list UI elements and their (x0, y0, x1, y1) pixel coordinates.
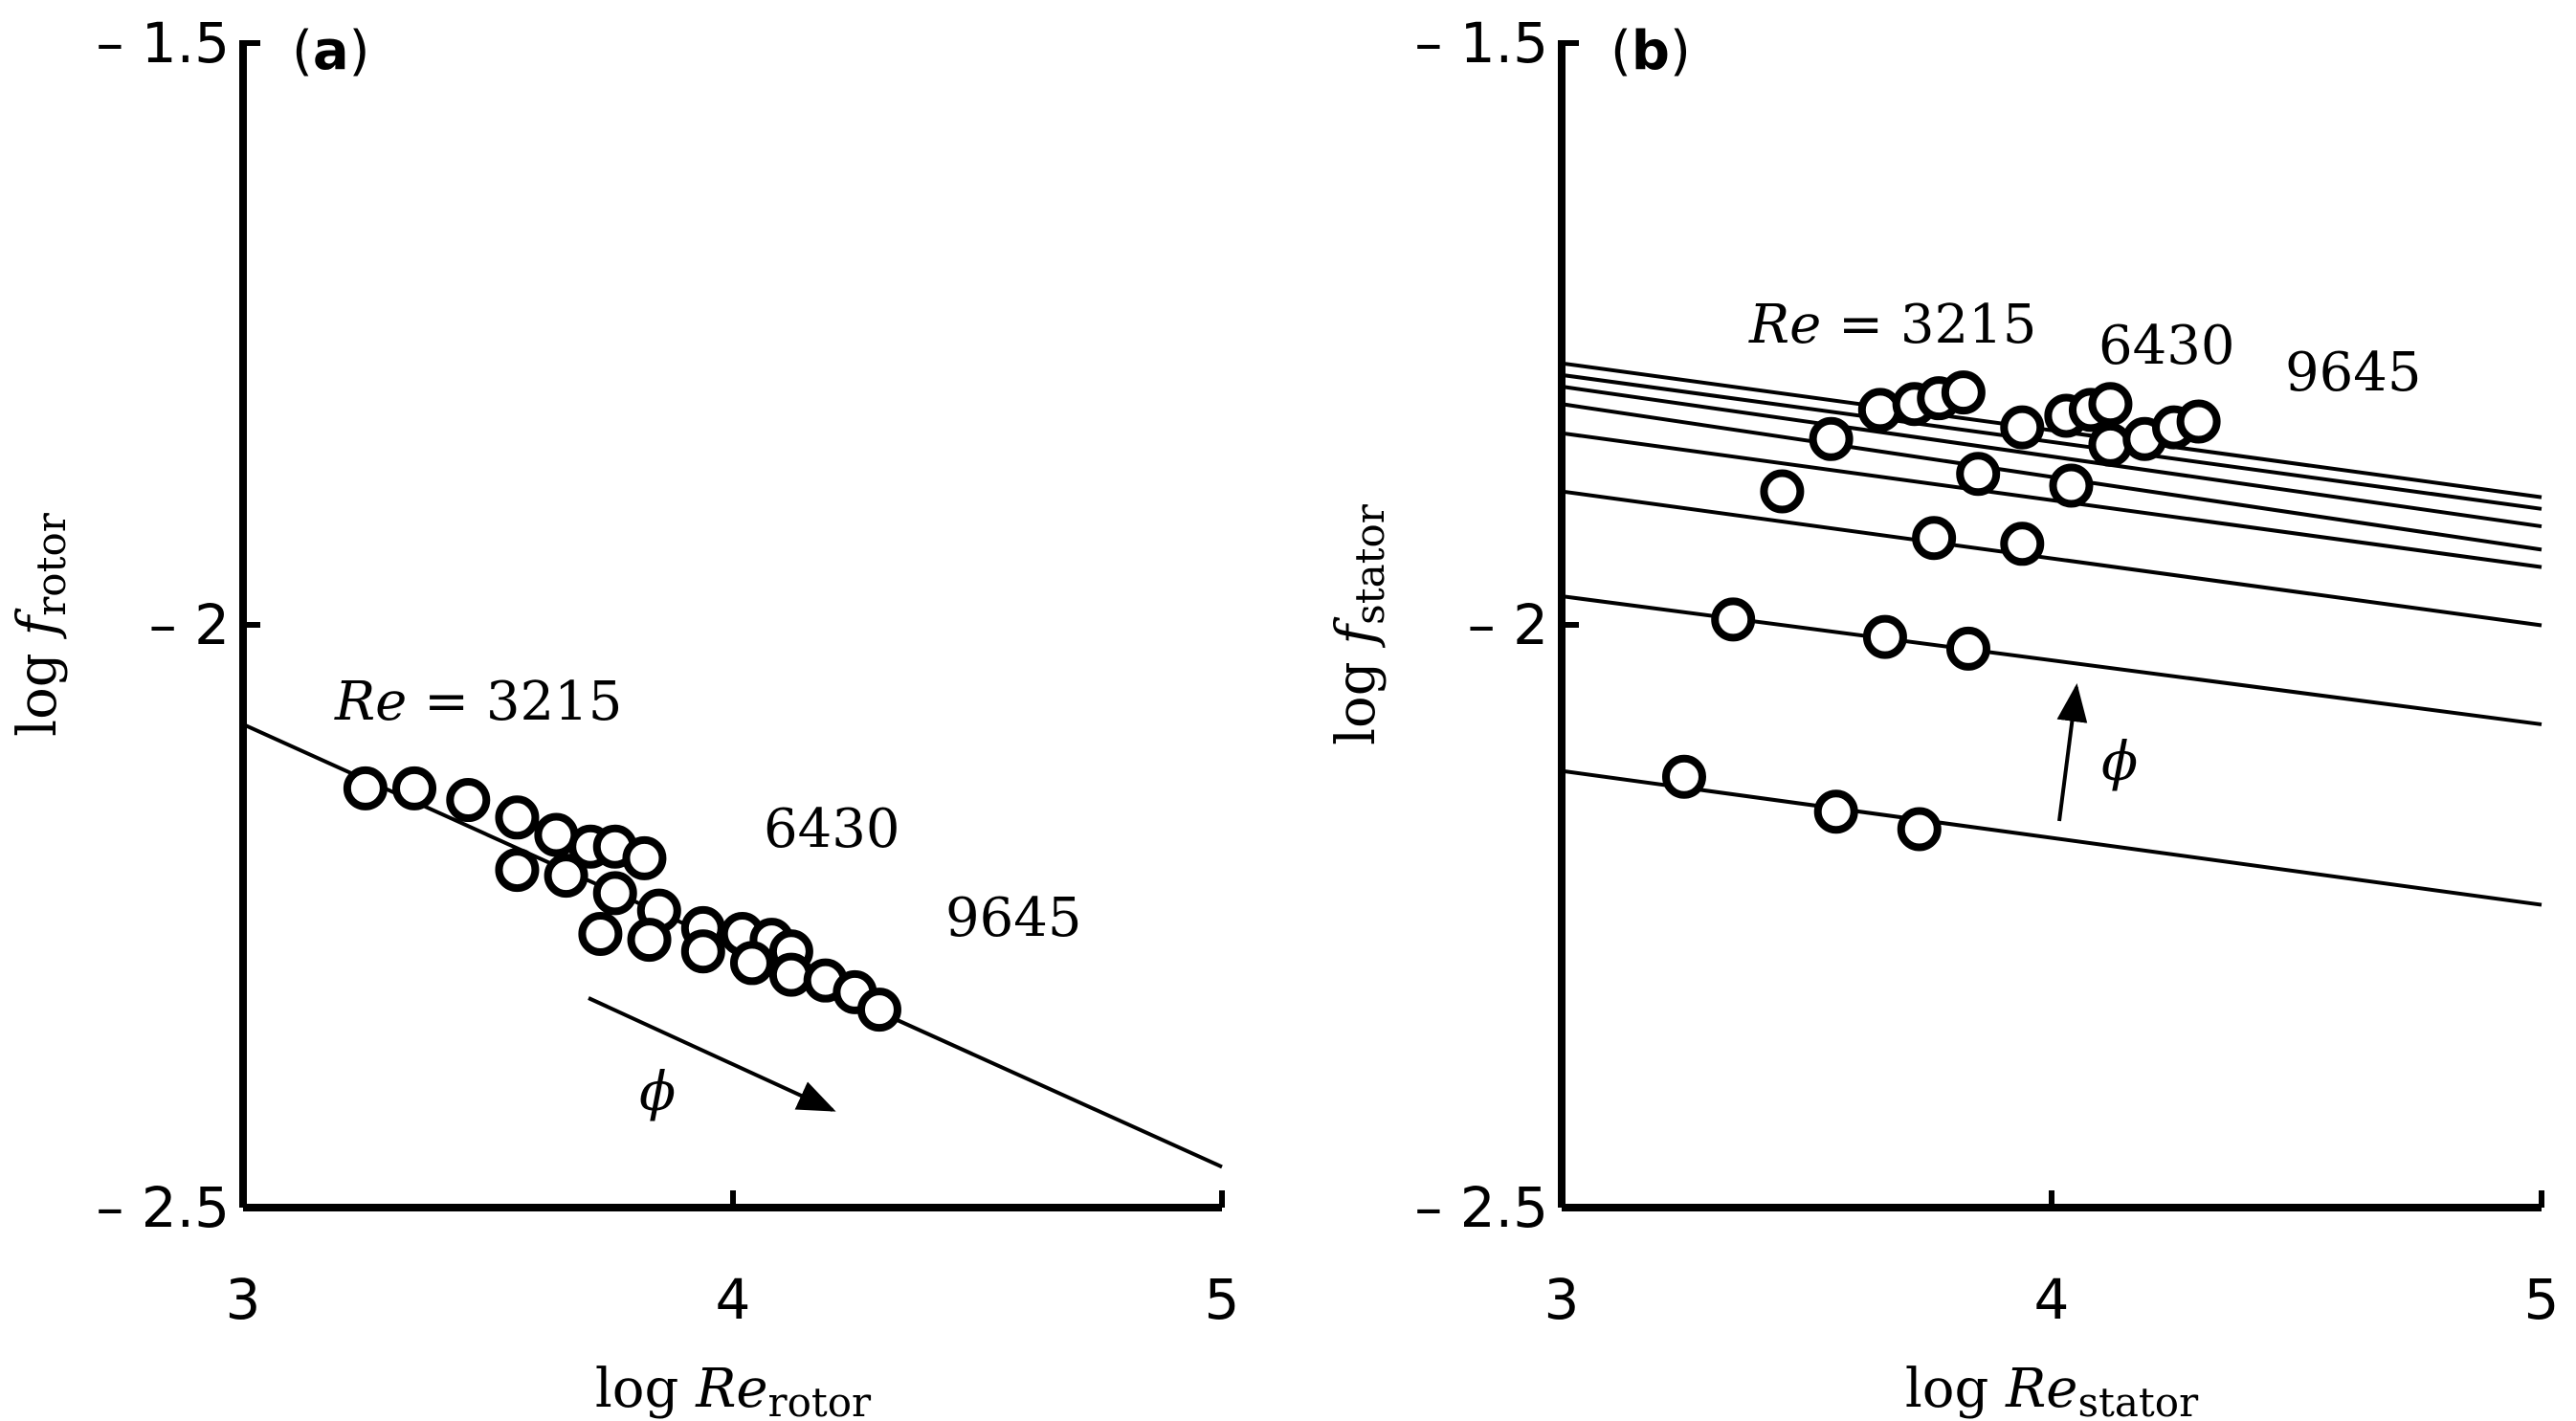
panel-a-point-s3-1 (578, 912, 623, 957)
panel-b-fit-line-8 (1561, 768, 2543, 907)
panel-b-point-s1-1 (1662, 754, 1706, 799)
panel-b-point-s1-5 (1857, 388, 1902, 433)
panel-b: – 1.5 – 2 – 2.5 3 4 5 (b) log Restator l… (1325, 11, 2559, 1421)
panel-a-point-s3-4 (729, 941, 774, 986)
panel-a-xtick-label-4: 4 (716, 1267, 751, 1332)
panel-b-point-s2-5 (2000, 405, 2045, 450)
panel-b-point-s3-3 (2000, 522, 2045, 566)
panel-a-point-s1-8 (622, 835, 667, 880)
panel-b-fit-line-2 (1561, 372, 2543, 511)
panel-a: – 1.5 – 2 – 2.5 3 4 5 (a) log Rerotor lo… (7, 11, 1239, 1421)
panel-b-phi-arrow (2056, 683, 2088, 822)
panel-b-phi-label: ϕ (2101, 731, 2138, 793)
panel-b-xtick-label-4: 4 (2034, 1267, 2070, 1332)
panel-a-point-s2-3 (592, 871, 637, 916)
panel-b-point-s2-8 (2088, 382, 2133, 427)
panel-a-xlabel: log Rerotor (595, 1358, 872, 1421)
panel-b-xtick-label-5: 5 (2524, 1267, 2560, 1332)
panel-b-point-s1-3 (1760, 469, 1805, 514)
panel-a-point-s2-1 (495, 848, 540, 893)
panel-b-point-s3-8 (2176, 399, 2221, 444)
panel-b-fit-line-7 (1561, 594, 2543, 726)
panel-a-label: (a) (292, 20, 370, 82)
panel-a-ylabel: log frotor (7, 512, 75, 737)
panel-a-point-s1-1 (343, 766, 388, 810)
panel-b-point-s1-8 (1941, 370, 1986, 415)
panel-a-ytick-label-top: – 1.5 (96, 11, 230, 76)
panel-a-point-s1-3 (446, 778, 491, 823)
panel-b-ytick-label-top: – 1.5 (1414, 11, 1548, 76)
panel-a-point-s3-8 (856, 988, 901, 1032)
panel-b-re-annotation: Re = 3215 (1748, 294, 2036, 356)
panel-a-ytick-label-mid: – 2 (149, 592, 230, 657)
panel-a-point-s1-4 (495, 795, 540, 840)
panel-a-re3-annotation: 9645 (945, 887, 1082, 949)
panel-b-ylabel: log fstator (1325, 503, 1393, 745)
panel-b-fit-line-5 (1561, 431, 2543, 569)
panel-b-points (1662, 370, 2221, 852)
panel-b-ytick-label-bottom: – 2.5 (1414, 1175, 1548, 1240)
panel-b-re2-annotation: 6430 (2099, 315, 2235, 377)
panel-a-phi-label: ϕ (639, 1061, 676, 1123)
panel-a-point-s2-2 (544, 854, 588, 899)
panel-a-phi-arrow (588, 996, 836, 1112)
panel-b-point-s3-5 (2088, 422, 2133, 467)
panel-a-ytick-label-bottom: – 2.5 (96, 1175, 230, 1240)
panel-b-point-s2-3 (1912, 516, 1957, 561)
panel-b-point-s3-4 (2049, 463, 2094, 508)
panel-a-points (343, 766, 901, 1032)
panel-a-xtick-label-3: 3 (226, 1267, 261, 1332)
panel-b-xtick-label-3: 3 (1544, 1267, 1580, 1332)
panel-b-point-s3-1 (1897, 807, 1942, 852)
panel-b-ytick-label-mid: – 2 (1468, 592, 1548, 657)
panel-b-fit-line-3 (1561, 385, 2543, 529)
panel-b-point-s2-4 (1956, 452, 2001, 497)
panel-b-point-s3-2 (1945, 626, 1990, 671)
panel-b-point-s2-1 (1813, 789, 1858, 834)
panel-b-re3-annotation: 9645 (2285, 342, 2422, 404)
panel-a-xtick-label-5: 5 (1205, 1267, 1240, 1332)
panel-a-point-s3-3 (680, 929, 725, 974)
panel-a-point-s3-5 (768, 952, 813, 997)
panel-a-point-s1-2 (392, 766, 437, 810)
panel-b-point-s2-2 (1862, 614, 1907, 659)
panel-a-point-s3-2 (627, 918, 672, 963)
panel-a-re2-annotation: 6430 (764, 798, 900, 860)
panel-b-xlabel: log Restator (1905, 1358, 2199, 1421)
panel-b-fit-lines (1561, 361, 2543, 907)
panel-a-re-annotation: Re = 3215 (334, 671, 622, 733)
panel-b-fit-line-6 (1561, 489, 2543, 628)
panel-b-point-s1-2 (1711, 597, 1756, 642)
panel-b-label: (b) (1610, 20, 1691, 82)
panel-b-point-s1-4 (1809, 416, 1854, 461)
